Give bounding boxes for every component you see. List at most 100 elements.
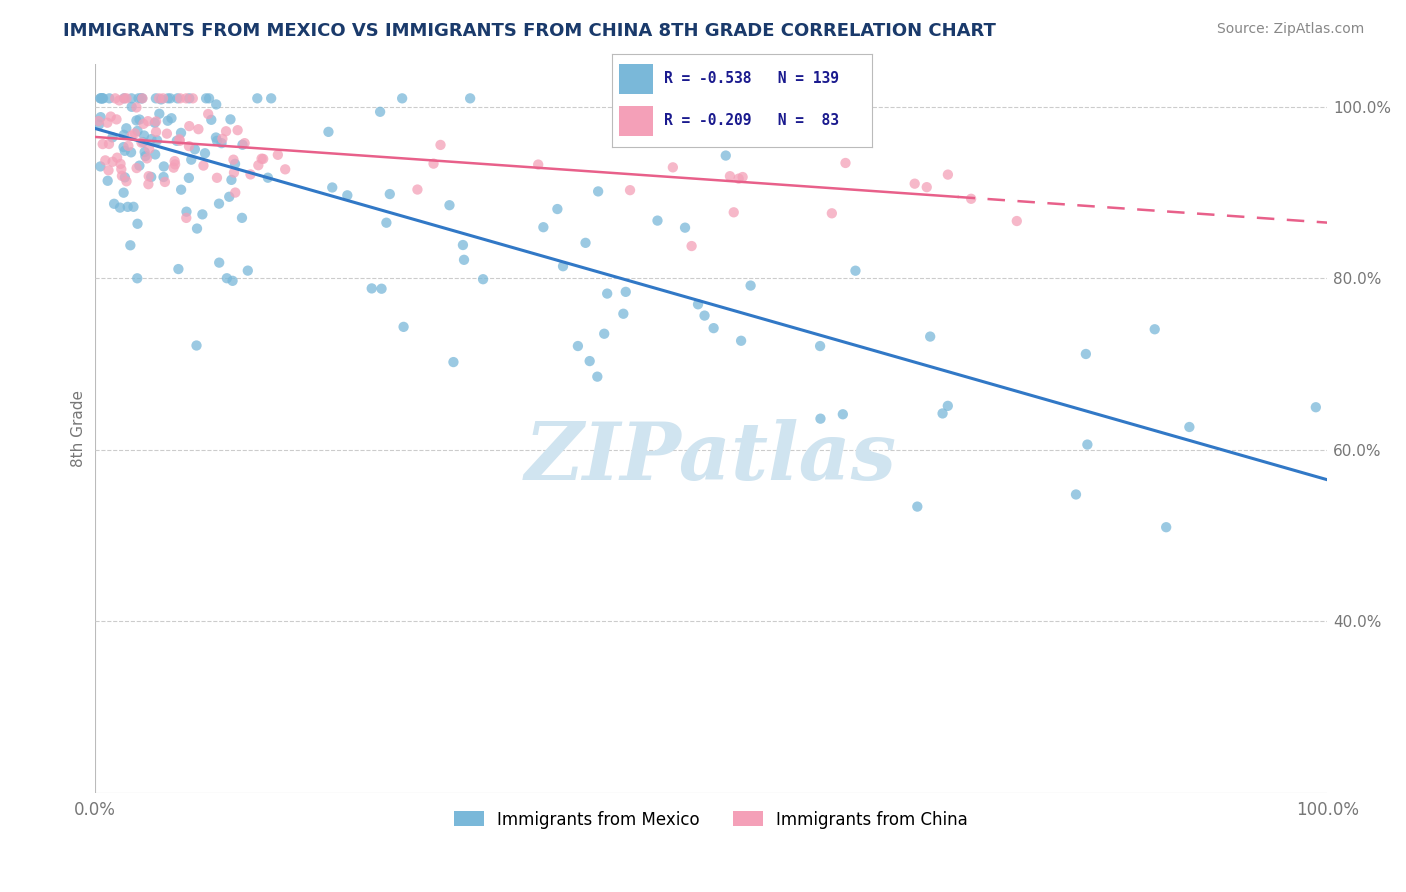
Point bbox=[127, 124, 149, 138]
Point bbox=[187, 122, 209, 136]
Point bbox=[246, 91, 269, 105]
Point bbox=[87, 118, 110, 132]
Point bbox=[647, 213, 669, 227]
Point bbox=[169, 134, 191, 148]
Point bbox=[370, 282, 392, 296]
Point bbox=[166, 91, 188, 105]
Point bbox=[181, 91, 204, 105]
Point bbox=[115, 174, 138, 188]
Point bbox=[730, 334, 752, 348]
Point bbox=[920, 329, 942, 343]
Point bbox=[236, 263, 259, 277]
Point bbox=[392, 319, 415, 334]
Point bbox=[91, 91, 114, 105]
Point bbox=[91, 137, 114, 152]
Point bbox=[120, 238, 142, 252]
Point bbox=[134, 149, 156, 163]
Point bbox=[138, 178, 160, 192]
Point bbox=[115, 121, 138, 136]
Point bbox=[156, 113, 179, 128]
Point bbox=[844, 263, 866, 277]
Point bbox=[375, 216, 398, 230]
Point bbox=[110, 157, 132, 171]
Point bbox=[1064, 487, 1087, 501]
Point bbox=[360, 281, 382, 295]
Point bbox=[208, 196, 231, 211]
Point bbox=[531, 220, 554, 235]
Point bbox=[112, 186, 135, 200]
Point bbox=[226, 123, 249, 137]
Point bbox=[128, 112, 150, 127]
Point bbox=[148, 107, 170, 121]
Point bbox=[135, 152, 157, 166]
Point bbox=[105, 151, 128, 165]
Point bbox=[91, 91, 114, 105]
Point bbox=[153, 160, 176, 174]
Point bbox=[222, 153, 245, 167]
Point bbox=[101, 154, 124, 169]
Point bbox=[124, 127, 146, 141]
Point bbox=[114, 144, 136, 158]
Point bbox=[138, 169, 160, 183]
Point bbox=[472, 272, 495, 286]
Point bbox=[693, 309, 716, 323]
Point bbox=[231, 211, 253, 225]
Point bbox=[186, 338, 208, 352]
Point bbox=[97, 174, 120, 188]
Point bbox=[218, 190, 240, 204]
Point bbox=[586, 185, 609, 199]
Point bbox=[132, 135, 155, 149]
Point bbox=[128, 91, 150, 105]
Point bbox=[136, 114, 159, 128]
Point bbox=[174, 91, 197, 105]
Point bbox=[267, 148, 290, 162]
Point bbox=[98, 136, 121, 151]
Point bbox=[166, 134, 188, 148]
Point bbox=[131, 136, 153, 150]
Point bbox=[127, 217, 149, 231]
Point bbox=[112, 128, 135, 142]
Point bbox=[89, 91, 111, 105]
Point bbox=[681, 239, 703, 253]
Point bbox=[159, 91, 181, 105]
Point bbox=[451, 238, 474, 252]
Point bbox=[145, 91, 167, 105]
Point bbox=[134, 145, 156, 159]
Point bbox=[596, 286, 619, 301]
Point bbox=[219, 112, 242, 127]
Point bbox=[138, 142, 160, 156]
Text: Source: ZipAtlas.com: Source: ZipAtlas.com bbox=[1216, 22, 1364, 37]
Point bbox=[247, 158, 270, 172]
Point bbox=[662, 161, 685, 175]
Point bbox=[740, 278, 762, 293]
Point bbox=[458, 91, 481, 105]
Point bbox=[121, 100, 143, 114]
Point bbox=[131, 91, 153, 105]
Point bbox=[163, 154, 186, 169]
Point bbox=[177, 139, 200, 153]
Bar bbox=[620, 106, 654, 136]
Point bbox=[105, 112, 128, 127]
Point bbox=[91, 91, 114, 105]
Point bbox=[391, 91, 413, 105]
Text: R = -0.538   N = 139: R = -0.538 N = 139 bbox=[664, 71, 838, 87]
Point bbox=[103, 196, 125, 211]
Point bbox=[527, 157, 550, 171]
Point bbox=[162, 161, 184, 175]
Point bbox=[821, 206, 844, 220]
Point bbox=[1005, 214, 1028, 228]
Point bbox=[422, 156, 444, 170]
Bar bbox=[620, 64, 654, 94]
Legend: Immigrants from Mexico, Immigrants from China: Immigrants from Mexico, Immigrants from … bbox=[447, 804, 974, 835]
Point bbox=[221, 173, 243, 187]
Point bbox=[1305, 401, 1327, 415]
Point bbox=[224, 186, 246, 200]
Point bbox=[191, 207, 214, 221]
Point bbox=[97, 163, 120, 178]
Point bbox=[1178, 420, 1201, 434]
Point bbox=[110, 162, 132, 177]
Point bbox=[87, 114, 110, 128]
Point bbox=[108, 94, 131, 108]
Point bbox=[586, 369, 609, 384]
Point bbox=[205, 97, 228, 112]
